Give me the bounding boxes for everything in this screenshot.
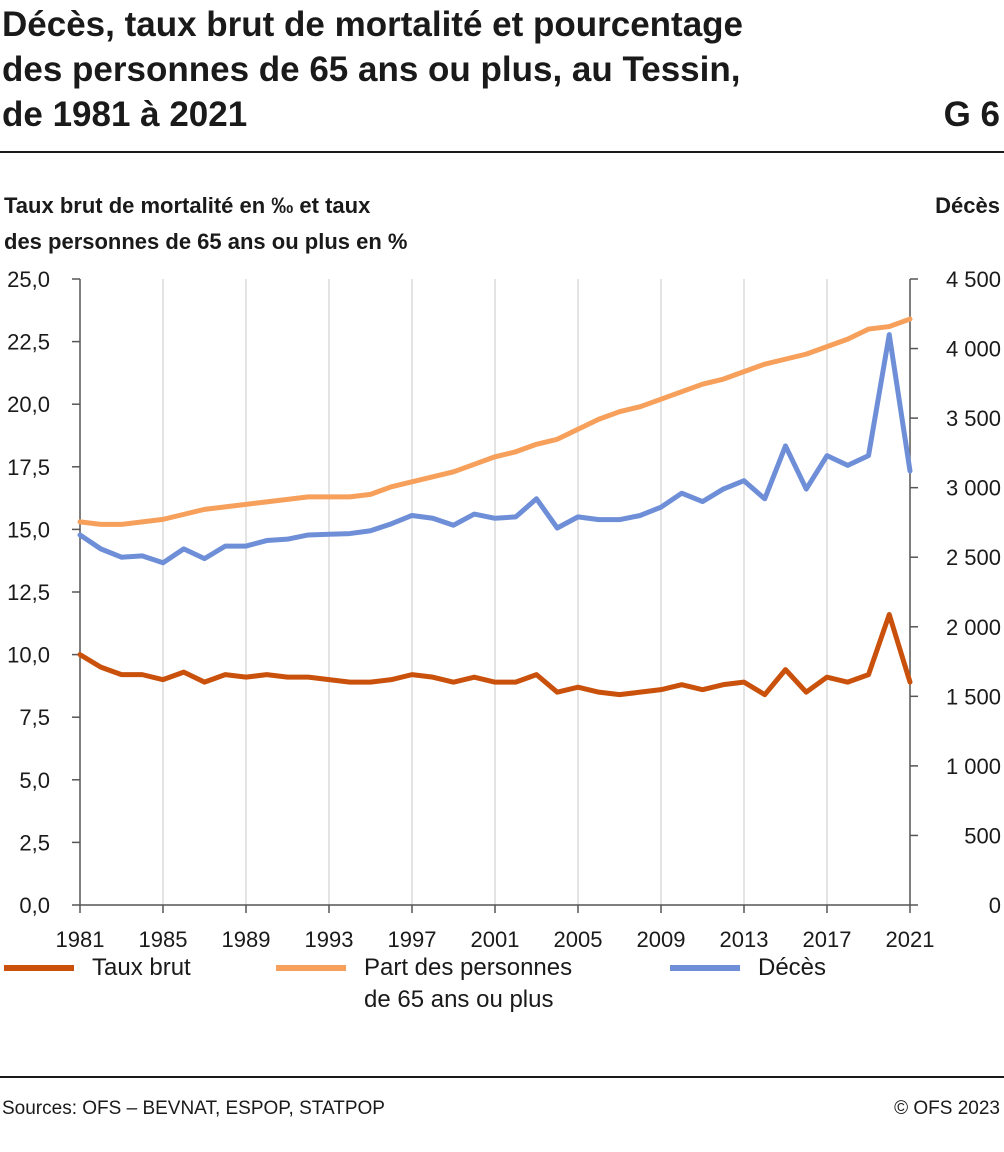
right-tick-label: 1 500: [946, 684, 1001, 709]
left-tick-label: 0,0: [19, 893, 50, 918]
legend-swatch: [670, 965, 740, 971]
x-tick-label: 1989: [222, 927, 271, 952]
series-line-taux-brut: [77, 612, 913, 698]
left-tick-label: 7,5: [19, 705, 50, 730]
x-tick-label: 2005: [554, 927, 603, 952]
legend-label: Décès: [758, 952, 826, 984]
line-chart: 0,0 2,5 5,0 7,5 10,0 12,5 15,0 17,5 20,0 22,5 25,0…: [7, 267, 1001, 952]
legend-label-line: Taux brut: [92, 954, 191, 981]
right-tick-label: 3 000: [946, 476, 1001, 501]
header-divider: [0, 151, 1004, 153]
left-tick-label: 10,0: [7, 643, 50, 668]
left-tick-label: 22,5: [7, 330, 50, 355]
left-tick-label: 17,5: [7, 455, 50, 480]
right-tick-label: 1 000: [946, 754, 1001, 779]
legend-item-part-65-plus: Part des personnes de 65 ans ou plus: [276, 952, 572, 1016]
right-tick-label: 0: [989, 893, 1001, 918]
right-tick-label: 3 500: [946, 406, 1001, 431]
right-tick-label: 4 000: [946, 337, 1001, 362]
x-tick-label: 2009: [637, 927, 686, 952]
left-tick-label: 25,0: [7, 267, 50, 292]
x-tick-label: 2013: [720, 927, 769, 952]
title-line: Décès, taux brut de mortalité et pourcen…: [2, 5, 744, 44]
series-line-part-des-personnes-de-65-ans-ou-plus: [77, 316, 913, 527]
chart-number: G 6: [943, 95, 1000, 134]
title-line: des personnes de 65 ans ou plus, au Tess…: [2, 50, 741, 89]
legend-swatch: [4, 965, 74, 971]
left-axis-title: Taux brut de mortalité en ‰ et taux des …: [4, 188, 407, 260]
legend-label-line: Part des personnes: [364, 954, 573, 981]
copyright: © OFS 2023: [894, 1098, 1000, 1119]
right-tick-label: 500: [964, 823, 1001, 848]
left-tick-label: 20,0: [7, 392, 50, 417]
legend-label-line: de 65 ans ou plus: [364, 986, 554, 1013]
footer-divider: [0, 1076, 1004, 1078]
x-tick-label: 1993: [305, 927, 354, 952]
source-note: Sources: OFS – BEVNAT, ESPOP, STATPOP: [2, 1098, 385, 1119]
x-tick-label: 2021: [886, 927, 935, 952]
x-tick-label: 1997: [388, 927, 437, 952]
legend-item-deces: Décès: [670, 952, 826, 984]
right-tick-label: 2 000: [946, 615, 1001, 640]
x-tick-label: 1981: [56, 927, 105, 952]
x-tick-label: 2017: [803, 927, 852, 952]
right-axis-title: Décès: [935, 193, 1000, 218]
left-tick-label: 5,0: [19, 768, 50, 793]
chart-title: Décès, taux brut de mortalité et pourcen…: [2, 2, 862, 137]
left-tick-label: 2,5: [19, 830, 50, 855]
right-tick-label: 2 500: [946, 545, 1001, 570]
x-tick-label: 1985: [139, 927, 188, 952]
left-tick-label: 12,5: [7, 580, 50, 605]
left-tick-label: 15,0: [7, 517, 50, 542]
legend-label: Part des personnes de 65 ans ou plus: [364, 952, 572, 1016]
legend-label-line: Décès: [758, 954, 827, 981]
legend-swatch: [276, 965, 346, 971]
legend: Taux brut Part des personnes de 65 ans o…: [0, 952, 1004, 1052]
title-line: de 1981 à 2021: [2, 95, 248, 134]
right-tick-label: 4 500: [946, 267, 1001, 292]
left-axis-title-line: Taux brut de mortalité en ‰ et taux: [4, 193, 371, 218]
x-tick-label: 2001: [471, 927, 520, 952]
legend-label: Taux brut: [92, 952, 191, 984]
series-line-d-c-s: [77, 332, 913, 566]
legend-item-taux-brut: Taux brut: [4, 952, 191, 984]
left-axis-title-line: des personnes de 65 ans ou plus en %: [4, 229, 408, 254]
